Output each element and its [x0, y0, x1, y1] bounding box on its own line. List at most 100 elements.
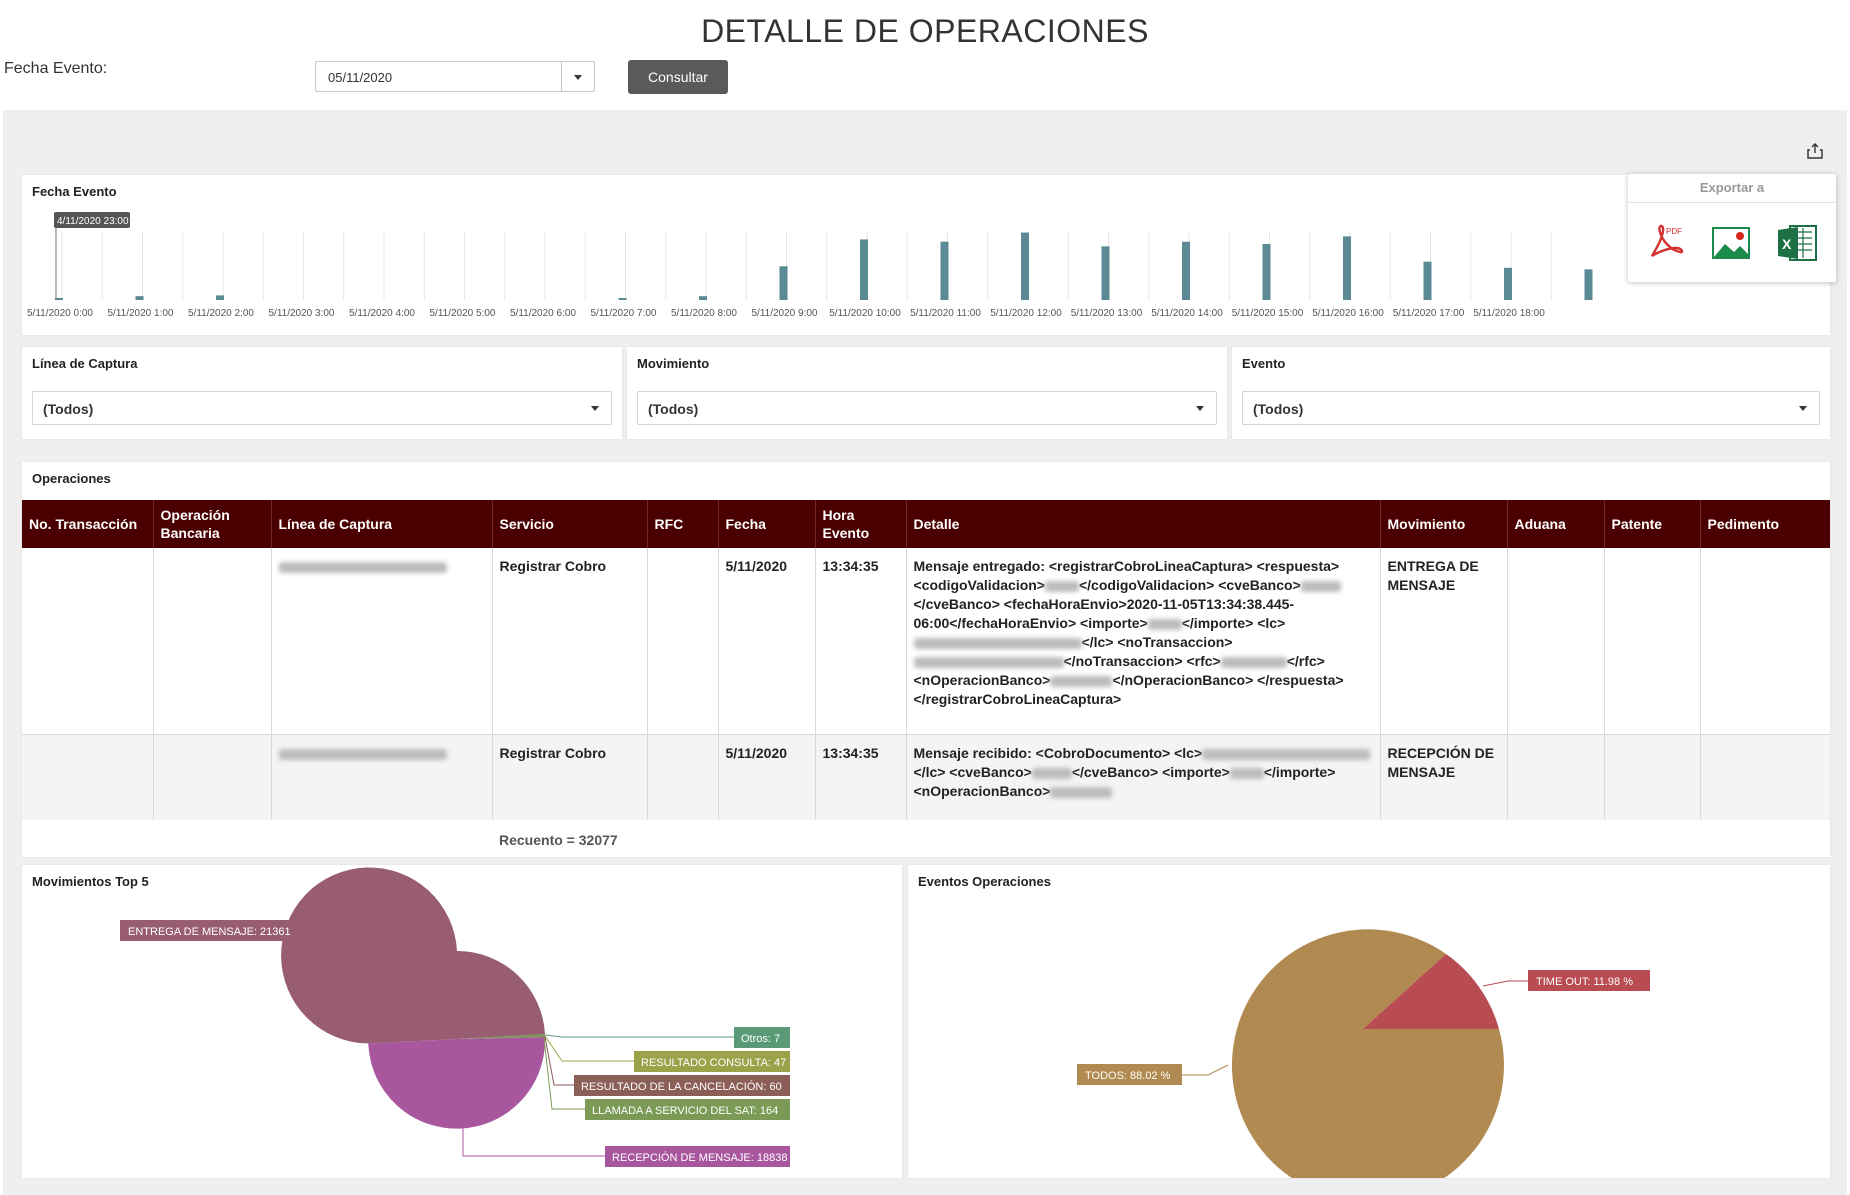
timeline-bar[interactable] — [699, 296, 707, 300]
tooltip-text: 4/11/2020 23:00 — [57, 216, 129, 227]
timeline-bar[interactable] — [1262, 244, 1271, 300]
image-icon[interactable] — [1710, 222, 1752, 264]
timeline-bar[interactable] — [1343, 236, 1351, 300]
redacted-value — [1220, 657, 1287, 669]
pie-slice-timeout[interactable] — [1363, 954, 1499, 1029]
tick-label: 5/11/2020 16:00 — [1312, 308, 1384, 319]
linea-captura-select[interactable]: (Todos) — [32, 391, 612, 425]
timeline-bar[interactable] — [940, 241, 949, 300]
leader-line — [544, 1034, 734, 1038]
filter-panel-evento: Evento (Todos) — [1232, 347, 1830, 439]
col-header[interactable]: Movimiento — [1380, 500, 1508, 549]
timeline-bar[interactable] — [1101, 246, 1110, 300]
col-header[interactable]: Servicio — [492, 500, 648, 549]
tick-label: 5/11/2020 10:00 — [829, 308, 901, 319]
redacted-value — [1229, 767, 1264, 779]
date-dropdown-button[interactable] — [561, 62, 594, 91]
timeline-bar[interactable] — [618, 298, 627, 300]
col-header[interactable]: Línea de Captura — [271, 500, 493, 549]
detalle-text: <rfc> — [1186, 653, 1221, 670]
operations-panel: Operaciones No. Transacción Operación Ba… — [22, 462, 1830, 857]
timeline-bar[interactable] — [860, 239, 868, 300]
label-bg — [605, 1146, 790, 1167]
detalle-text: </cveBanco> <fechaHoraEnvio>2020-11-05T1… — [913, 596, 1295, 632]
col-header[interactable]: Pedimento — [1700, 500, 1830, 549]
label-bg — [1077, 1064, 1182, 1085]
cell-rfc — [647, 548, 719, 735]
col-header[interactable]: Hora Evento — [815, 500, 907, 549]
leader-line — [1482, 980, 1528, 987]
timeline-title: Fecha Evento — [32, 184, 117, 199]
cell-rfc — [647, 734, 719, 820]
tick-label: 5/11/2020 14:00 — [1151, 308, 1223, 319]
chevron-down-icon — [591, 406, 599, 411]
label-bg — [120, 920, 297, 941]
detalle-text: </rfc> — [1286, 653, 1325, 670]
date-picker[interactable]: 05/11/2020 — [315, 61, 595, 92]
col-header[interactable]: Detalle — [906, 500, 1381, 549]
filter-title-movimiento: Movimiento — [637, 356, 710, 371]
col-header[interactable]: Patente — [1604, 500, 1701, 549]
chevron-down-icon — [1196, 406, 1204, 411]
col-header[interactable]: Fecha — [718, 500, 816, 549]
movimientos-panel: Movimientos Top 5 ENTREGA DE MENSAJE: 21… — [22, 865, 902, 1178]
cell-servicio: Registrar Cobro — [492, 734, 648, 820]
label-bg — [1528, 970, 1650, 991]
cell-patente — [1604, 548, 1701, 735]
export-menu: Exportar a PDF X — [1628, 174, 1836, 282]
evento-select[interactable]: (Todos) — [1242, 391, 1820, 425]
movimientos-title: Movimientos Top 5 — [32, 874, 149, 889]
detalle-text: </noTransaccion> — [1063, 653, 1183, 670]
pdf-icon[interactable]: PDF — [1644, 222, 1686, 264]
movimientos-pie-chart[interactable]: ENTREGA DE MENSAJE: 21361 Otros: 7 RESUL… — [22, 865, 902, 1178]
timeline-bar[interactable] — [135, 296, 144, 300]
timeline-bar[interactable] — [1182, 241, 1190, 300]
tick-label: 5/11/2020 11:00 — [910, 308, 981, 319]
export-icon[interactable] — [1806, 142, 1824, 160]
pie-label: LLAMADA A SERVICIO DEL SAT: 164 — [592, 1105, 778, 1117]
cell-linea-captura — [271, 548, 493, 735]
col-header[interactable]: Aduana — [1507, 500, 1605, 549]
detalle-text: <noTransaccion> — [1117, 634, 1233, 651]
excel-icon[interactable]: X — [1776, 222, 1818, 264]
filter-title-linea: Línea de Captura — [32, 356, 138, 371]
pie-slice-recepcion[interactable] — [368, 1037, 546, 1129]
redacted-value — [913, 638, 1082, 650]
redacted-value — [1300, 581, 1341, 593]
tick-label: 5/11/2020 2:00 — [188, 308, 254, 319]
timeline-chart[interactable]: 4/11/2020 23:00 5/11/2020 0:00 5/11/2020 1… — [22, 175, 1830, 335]
cell-linea-captura — [271, 734, 493, 820]
detalle-text: </nOperacionBanco> </respuesta> </regist… — [913, 672, 1344, 708]
table-row[interactable]: Registrar Cobro 5/11/2020 13:34:35 Mensa… — [22, 734, 1830, 820]
table-row[interactable]: Registrar Cobro 5/11/2020 13:34:35 Mensa… — [22, 548, 1830, 735]
redacted-value — [1044, 581, 1079, 593]
tick-label: 5/11/2020 8:00 — [671, 308, 737, 319]
timeline-bar[interactable] — [1021, 232, 1029, 300]
timeline-bar[interactable] — [216, 295, 224, 300]
detalle-text: <cveBanco> — [1218, 577, 1301, 594]
timeline-bar[interactable] — [1423, 261, 1432, 300]
page-title: DETALLE DE OPERACIONES — [701, 13, 1149, 49]
col-header[interactable]: No. Transacción — [22, 500, 154, 549]
redacted-value — [1050, 786, 1113, 798]
cell-no-transaccion — [22, 548, 154, 735]
consultar-button[interactable]: Consultar — [628, 60, 728, 94]
detalle-text: </importe> <lc> — [1181, 615, 1286, 632]
pie-label: RESULTADO CONSULTA: 47 — [641, 1057, 786, 1069]
timeline-bar[interactable] — [779, 266, 788, 300]
pie-slice-entrega[interactable] — [281, 867, 457, 1044]
eventos-pie-chart[interactable]: TIME OUT: 11.98 % TODOS: 88.02 % — [908, 865, 1830, 1178]
svg-text:X: X — [1782, 236, 1792, 252]
pie-label: RECEPCIÓN DE MENSAJE: 18838 — [612, 1151, 787, 1164]
pie-label: TIME OUT: 11.98 % — [1536, 976, 1633, 988]
detalle-text: </lc> — [1081, 634, 1114, 651]
pie-slice-todos[interactable] — [1231, 929, 1504, 1178]
pie-slice-small[interactable] — [457, 1034, 546, 1039]
movimiento-select[interactable]: (Todos) — [637, 391, 1217, 425]
timeline-bar[interactable] — [55, 298, 63, 300]
detalle-text: <nOperacionBanco> — [913, 672, 1051, 689]
timeline-bar[interactable] — [1504, 267, 1512, 300]
col-header[interactable]: RFC — [647, 500, 719, 549]
col-header[interactable]: Operación Bancaria — [153, 500, 272, 549]
timeline-bar[interactable] — [1584, 269, 1593, 300]
